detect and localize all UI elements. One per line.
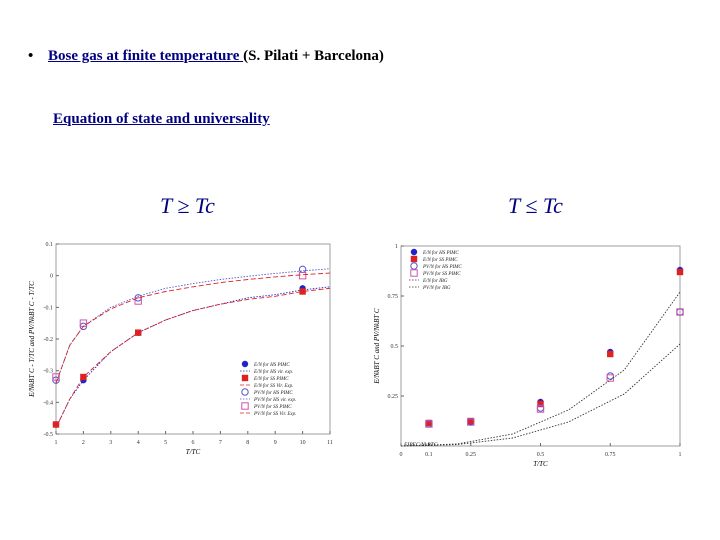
series-group bbox=[400, 291, 681, 447]
chart-high-temperature: 1 2 3 4 5 6 7 8 9 10 11 0.1 0 -0.1 -0.2 -0.3 -0.4 -0.5 T/T… bbox=[28, 242, 333, 456]
legend-swatch bbox=[241, 374, 249, 382]
series-group bbox=[55, 268, 331, 384]
legend-label: PV/N for SS PIMC bbox=[253, 405, 292, 410]
series-group bbox=[425, 268, 684, 427]
data-point bbox=[537, 400, 544, 408]
series-line bbox=[55, 272, 331, 384]
legend-label: E/N for SS PIMC bbox=[422, 258, 458, 263]
series-line bbox=[55, 286, 331, 428]
x-tick-label: 10 bbox=[300, 440, 306, 446]
x-tick-label: 0.5 bbox=[537, 452, 545, 458]
data-point bbox=[425, 419, 433, 427]
series-line bbox=[400, 343, 681, 447]
series-group bbox=[55, 287, 331, 428]
legend-swatch bbox=[410, 269, 418, 277]
y-tick-label: -0.1 bbox=[44, 305, 54, 311]
x-axis-label: T/TC bbox=[533, 460, 548, 468]
data-point bbox=[52, 373, 60, 381]
x-tick-label: 0.75 bbox=[605, 452, 616, 458]
bullet-heading: • Bose gas at finite temperature (S. Pila… bbox=[28, 48, 384, 65]
series-group bbox=[55, 272, 331, 384]
series-group bbox=[425, 266, 684, 427]
legend-label: E/N for SS Vir. Exp. bbox=[253, 384, 293, 389]
y-axis-label: E/NkBT C - T/TC and PV/NkBT C - T/TC bbox=[28, 281, 36, 398]
y-tick-label: -0.2 bbox=[44, 337, 54, 343]
data-point bbox=[467, 417, 474, 425]
data-point bbox=[80, 373, 87, 381]
y-tick-label: 0.1 bbox=[46, 242, 54, 248]
series-line bbox=[55, 268, 331, 384]
y-tick-label: 0.5 bbox=[391, 344, 399, 350]
series-group bbox=[55, 286, 331, 428]
series-line bbox=[55, 287, 331, 428]
legend-label: PV/N for SS PIMC bbox=[422, 272, 461, 277]
temperature-label-below: T ≤ Tc bbox=[508, 193, 563, 218]
bullet-symbol: • bbox=[28, 48, 34, 64]
legend-swatch bbox=[241, 388, 249, 396]
data-point bbox=[607, 350, 614, 358]
y-axis-label: E/NkBT C and PV/NkBT C bbox=[373, 308, 381, 385]
legend-label: PV/N for HS vir. exp. bbox=[253, 398, 296, 403]
series-group bbox=[425, 308, 684, 428]
x-tick-label: 3 bbox=[109, 440, 112, 446]
x-tick-label: 7 bbox=[219, 440, 222, 446]
legend-swatch bbox=[410, 255, 418, 263]
legend-label: PV/N for IBG bbox=[422, 286, 451, 291]
y-tick-label: 0.25 bbox=[388, 394, 399, 400]
data-point bbox=[536, 405, 545, 413]
legend-label: PV/N for HS PIMC bbox=[253, 391, 293, 396]
y-tick-label: 0.75 bbox=[388, 294, 399, 300]
legend-label: E/N for IBG bbox=[422, 279, 448, 284]
legend: E/N for HS PIMC E/N for HS vir. exp. E/N f… bbox=[240, 360, 296, 417]
x-tick-label: 1 bbox=[55, 440, 58, 446]
data-point bbox=[299, 288, 306, 295]
data-point bbox=[52, 421, 60, 428]
legend-label: E/N for HS PIMC bbox=[253, 363, 290, 368]
legend-label: E/N for HS vir. exp. bbox=[253, 370, 293, 375]
legend-swatch bbox=[241, 402, 249, 410]
x-tick-label: 0 bbox=[400, 452, 403, 458]
y-tick-label: 1 bbox=[395, 244, 398, 250]
x-tick-label: 9 bbox=[274, 440, 277, 446]
data-point bbox=[676, 308, 684, 316]
x-tick-label: 1 bbox=[679, 452, 682, 458]
data-point bbox=[606, 372, 614, 380]
y-tick-label: -0.4 bbox=[44, 400, 54, 406]
x-tick-label: 6 bbox=[192, 440, 195, 446]
x-tick-label: 4 bbox=[137, 440, 140, 446]
data-point bbox=[425, 420, 433, 428]
section-subtitle: Equation of state and universality bbox=[53, 111, 270, 127]
x-tick-label: 0.25 bbox=[466, 452, 477, 458]
x-axis-label: T/TC bbox=[186, 448, 201, 456]
x-tick-label: 8 bbox=[246, 440, 249, 446]
x-tick-label: 0.1 bbox=[425, 452, 433, 458]
y-tick-label: -0.5 bbox=[44, 432, 54, 438]
series-line bbox=[400, 291, 681, 447]
legend-swatch bbox=[410, 262, 418, 270]
y-tick-label: -0.3 bbox=[44, 369, 54, 375]
series-group bbox=[425, 308, 684, 428]
data-point bbox=[467, 418, 475, 426]
data-point bbox=[134, 297, 142, 305]
legend-label: E/N for HS PIMC bbox=[422, 251, 459, 256]
temperature-label-above: T ≥ Tc bbox=[160, 193, 215, 218]
legend-swatch bbox=[410, 248, 418, 256]
y-tick-label: 0 bbox=[50, 274, 53, 280]
legend-label: E/N for SS PIMC bbox=[253, 377, 289, 382]
series-group bbox=[400, 343, 681, 447]
data-point bbox=[676, 268, 684, 276]
legend-label: PV/N for HS PIMC bbox=[422, 265, 462, 270]
legend-swatch bbox=[241, 360, 249, 368]
legend: E/N for HS PIMC E/N for SS PIMC PV/N for H… bbox=[409, 248, 462, 291]
chart-low-temperature: 0 0.1 0.25 0.5 0.75 1 1 0.75 0.5 0.25 T/TC E/NkBT C… bbox=[373, 244, 684, 468]
legend-label: PV/N for SS Vir. Exp. bbox=[253, 412, 296, 417]
x-tick-label: 11 bbox=[327, 440, 333, 446]
data-point bbox=[298, 271, 307, 280]
x-tick-label: 5 bbox=[164, 440, 167, 446]
heading-title: Bose gas at finite temperature bbox=[48, 48, 244, 64]
heading-authors: (S. Pilati + Barcelona) bbox=[243, 48, 384, 64]
data-point bbox=[298, 265, 307, 274]
x-tick-label: 2 bbox=[82, 440, 85, 446]
